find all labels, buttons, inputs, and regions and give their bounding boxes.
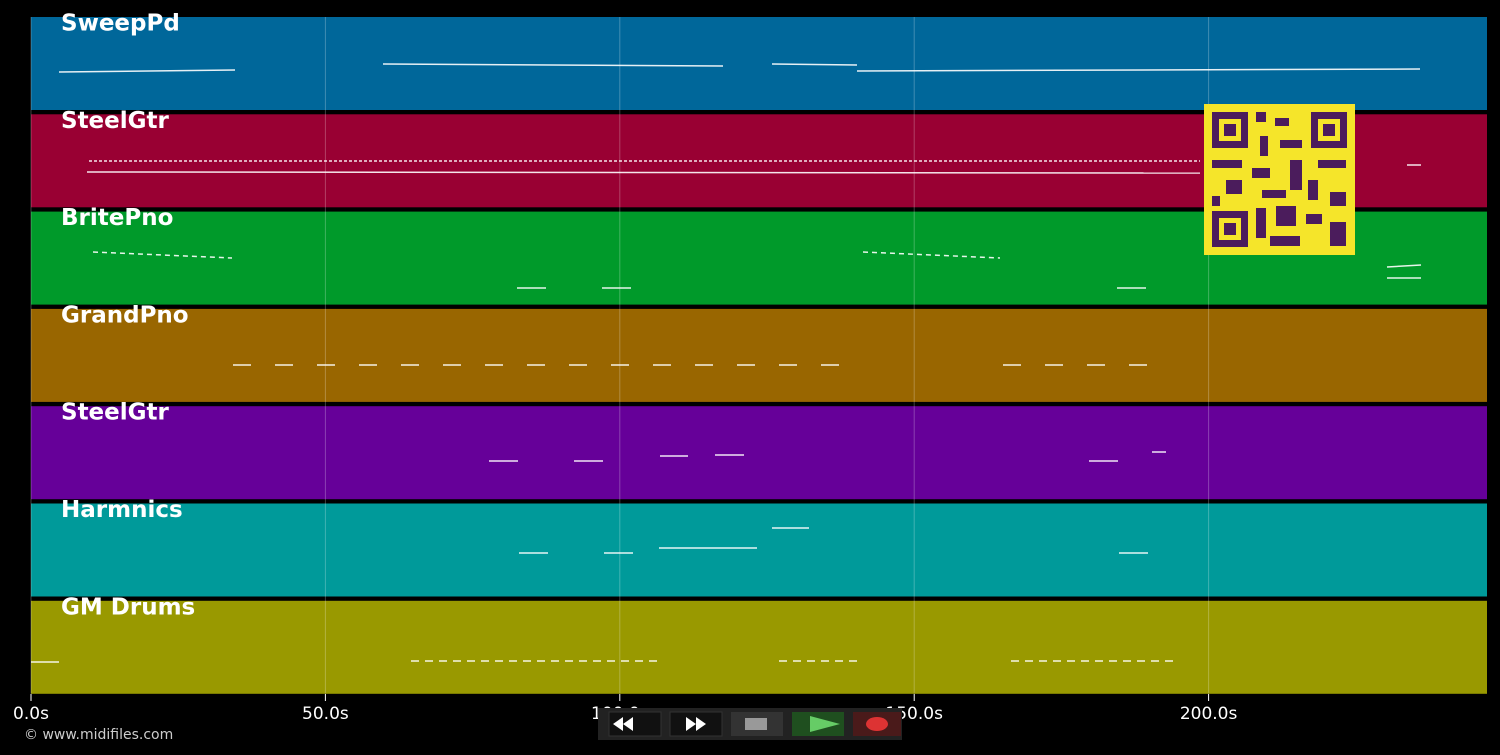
track-name: BritePno [61,205,173,231]
tracks: SweepPd SteelGtr BritePno GrandPno SteelGtr H… [30,11,1487,694]
track-name: GrandPno [61,302,189,328]
track-lane [31,308,1487,402]
notes [31,63,1422,663]
track-lane [31,17,1487,110]
track-name: SweepPd [61,11,180,37]
record-button[interactable] [853,712,901,736]
transport-controls [598,708,902,740]
track-lane [31,600,1487,694]
rewind-button[interactable] [608,711,662,737]
track-lane [31,406,1487,500]
track-name: SteelGtr [61,400,170,426]
track-lane [31,503,1487,597]
track-name: GM Drums [61,594,195,620]
forward-button[interactable] [669,711,723,737]
tick-label: 0.0s [13,704,49,724]
tick-label: 50.0s [302,704,349,724]
track-name: Harmnics [61,497,183,523]
stop-button[interactable] [731,712,783,736]
track-name: SteelGtr [61,108,170,134]
qr-code [1204,104,1355,255]
tick-label: 200.0s [1180,704,1238,724]
copyright: © www.midifiles.com [24,727,173,743]
play-button[interactable] [792,712,844,736]
